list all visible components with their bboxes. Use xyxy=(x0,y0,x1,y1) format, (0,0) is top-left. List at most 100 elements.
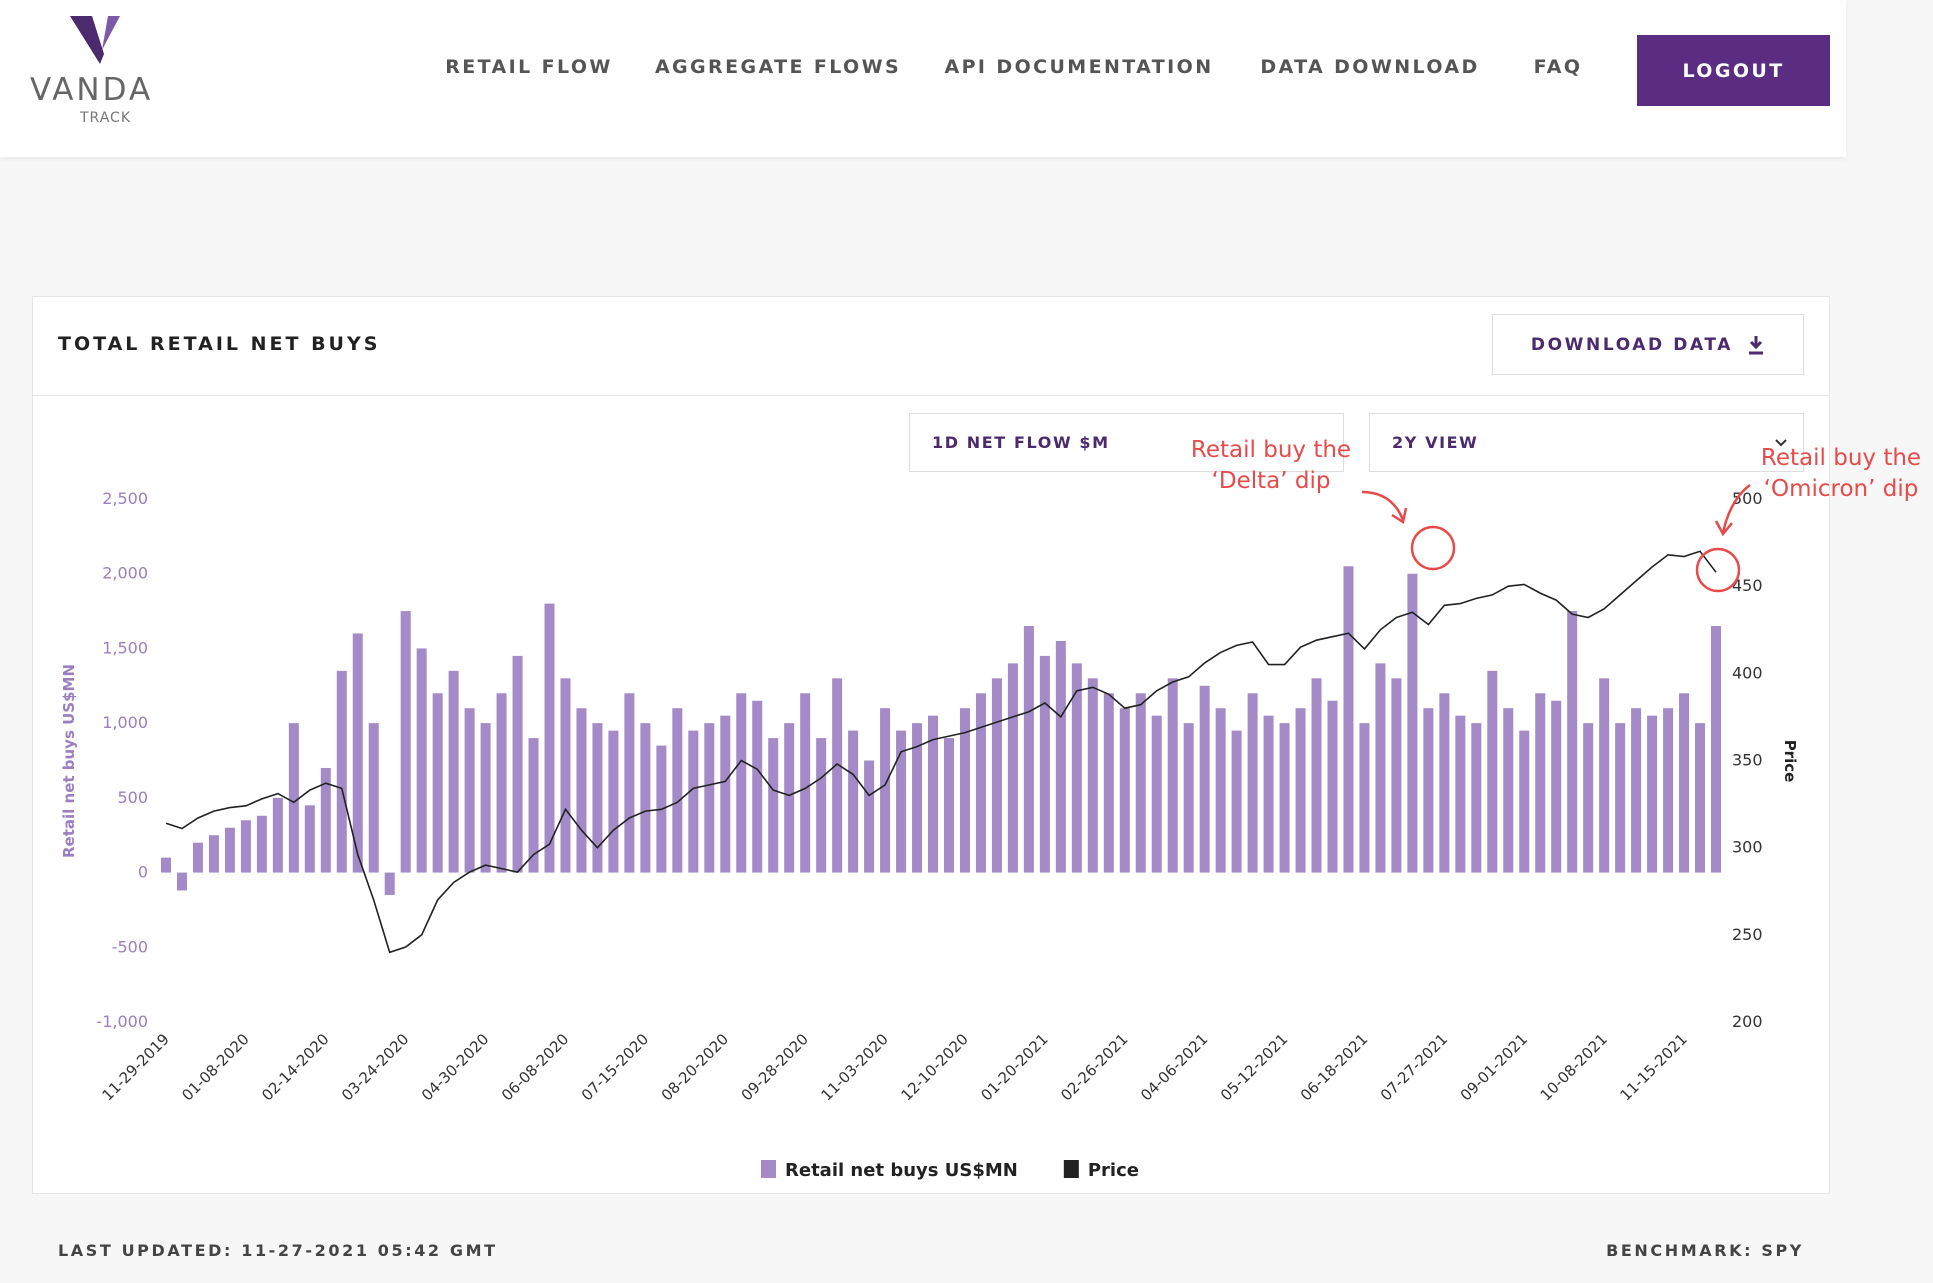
bar xyxy=(896,730,907,873)
y-tick-label: 2,000 xyxy=(102,564,148,583)
x-tick-label: 09-01-2021 xyxy=(1457,1030,1531,1104)
bar xyxy=(400,611,411,873)
bar xyxy=(1135,693,1146,873)
download-label: DOWNLOAD DATA xyxy=(1530,334,1734,355)
bar xyxy=(1231,730,1242,873)
bar xyxy=(1055,640,1066,873)
dropdown-label: 2Y VIEW xyxy=(1392,433,1479,452)
benchmark: BENCHMARK: SPY xyxy=(1606,1241,1804,1260)
bar xyxy=(592,723,603,873)
bar xyxy=(1631,708,1642,873)
nav-link[interactable]: API DOCUMENTATION xyxy=(944,56,1214,78)
y-axis-title: Retail net buys US$MN xyxy=(60,664,78,858)
bar xyxy=(1327,700,1338,873)
bar xyxy=(464,708,475,873)
bar xyxy=(1023,626,1034,873)
x-tick-label: 11-03-2020 xyxy=(818,1030,892,1104)
bar xyxy=(928,715,939,873)
dropdown[interactable]: 1D NET FLOW $M xyxy=(909,413,1344,472)
dropdown[interactable]: 2Y VIEW xyxy=(1369,413,1804,472)
bar xyxy=(1183,723,1194,873)
bar xyxy=(1455,715,1466,873)
bar xyxy=(288,723,299,873)
bar xyxy=(1519,730,1530,873)
logout-button[interactable]: LOGOUT xyxy=(1637,35,1830,106)
dropdown-label: 1D NET FLOW $M xyxy=(932,433,1110,452)
bar xyxy=(256,815,267,873)
legend-label: Price xyxy=(1088,1160,1139,1181)
bar xyxy=(528,738,539,873)
x-tick-label: 08-20-2020 xyxy=(658,1030,732,1104)
bar xyxy=(1295,708,1306,873)
bar xyxy=(1551,700,1562,873)
bar xyxy=(640,723,651,873)
logout-label: LOGOUT xyxy=(1682,59,1785,82)
bar xyxy=(304,805,315,873)
nav-link[interactable]: DATA DOWNLOAD xyxy=(1260,56,1480,78)
bar xyxy=(1439,693,1450,873)
x-tick-label: 01-08-2020 xyxy=(178,1030,252,1104)
download-button[interactable]: DOWNLOAD DATA xyxy=(1492,314,1804,375)
y2-tick-label: 250 xyxy=(1732,925,1763,944)
bar xyxy=(1087,678,1098,873)
y2-axis-title: Price xyxy=(1781,740,1799,783)
x-tick-label: 12-10-2020 xyxy=(897,1030,971,1104)
bar xyxy=(720,715,731,873)
bar xyxy=(1583,723,1594,873)
bar xyxy=(1391,678,1402,873)
nav-link[interactable]: RETAIL FLOW xyxy=(445,56,613,78)
chevron xyxy=(1775,439,1787,447)
bar xyxy=(560,678,571,873)
x-tick-label: 04-30-2020 xyxy=(418,1030,492,1104)
bar xyxy=(1711,626,1721,873)
panel-title: TOTAL RETAIL NET BUYS xyxy=(58,333,381,355)
bar xyxy=(688,730,699,873)
bar xyxy=(1167,678,1178,873)
legend-label: Retail net buys US$MN xyxy=(785,1160,1018,1181)
y2-tick-label: 500 xyxy=(1732,489,1763,508)
x-tick-label: 07-15-2020 xyxy=(578,1030,652,1104)
bar xyxy=(352,633,363,873)
nav-link[interactable]: FAQ xyxy=(1533,56,1583,78)
bar xyxy=(240,820,251,873)
bar xyxy=(1071,663,1082,873)
bar xyxy=(1647,715,1658,873)
bar xyxy=(161,857,171,873)
bar xyxy=(736,693,747,873)
bar xyxy=(959,708,970,873)
y-tick-label: -1,000 xyxy=(96,1012,148,1031)
bar xyxy=(816,738,827,873)
bar xyxy=(432,693,443,873)
bar xyxy=(768,738,779,873)
bar xyxy=(1567,611,1578,873)
bar xyxy=(975,693,986,873)
nav-link[interactable]: AGGREGATE FLOWS xyxy=(654,56,902,78)
x-tick-label: 02-14-2020 xyxy=(258,1030,332,1104)
x-tick-label: 11-15-2021 xyxy=(1616,1030,1690,1104)
bar xyxy=(208,835,219,873)
x-tick-label: 01-20-2021 xyxy=(977,1030,1051,1104)
legend-swatch xyxy=(761,1160,776,1178)
bar xyxy=(1215,708,1226,873)
bar xyxy=(496,693,507,873)
bar xyxy=(608,730,619,873)
y-tick-label: -500 xyxy=(112,937,148,956)
price-line xyxy=(165,550,1717,954)
x-tick-label: 02-26-2021 xyxy=(1057,1030,1131,1104)
bar xyxy=(848,730,859,873)
y-tick-label: 1,000 xyxy=(102,713,148,732)
y2-tick-label: 350 xyxy=(1732,751,1763,770)
bar xyxy=(416,648,427,873)
bar xyxy=(784,723,795,873)
bar xyxy=(384,872,395,895)
bar xyxy=(336,670,347,873)
bar xyxy=(1407,573,1418,873)
bar xyxy=(176,872,187,891)
bar xyxy=(864,760,875,873)
x-tick-label: 11-29-2019 xyxy=(98,1030,172,1104)
bar xyxy=(624,693,635,873)
bar xyxy=(368,723,379,873)
bar xyxy=(1487,670,1498,873)
